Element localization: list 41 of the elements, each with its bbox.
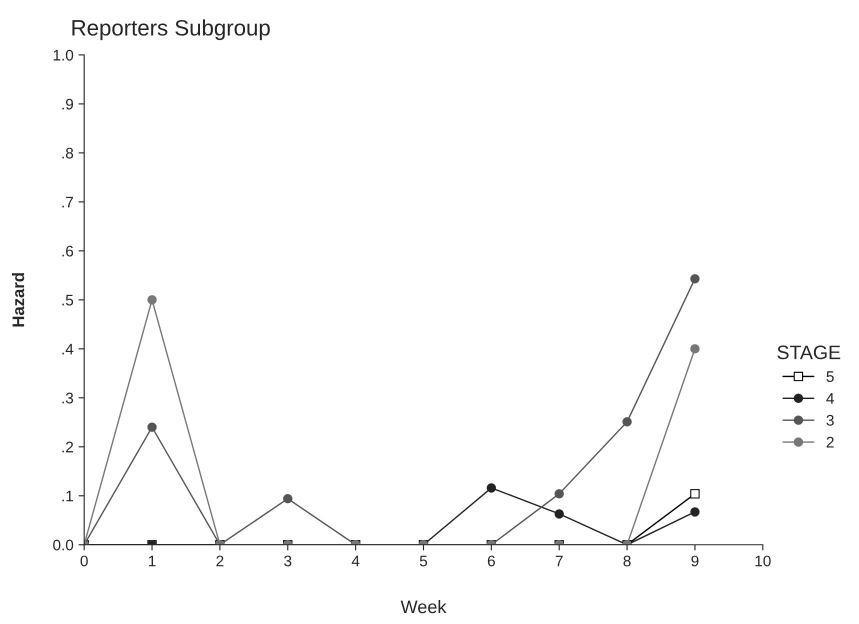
legend-title: STAGE bbox=[777, 345, 840, 360]
legend-label: 2 bbox=[826, 436, 834, 448]
x-tick-label: 3 bbox=[284, 556, 292, 566]
y-tick-label: 1.0 bbox=[54, 50, 74, 61]
x-tick-label: 0 bbox=[80, 556, 88, 566]
x-tick-label: 1 bbox=[148, 556, 156, 566]
point bbox=[622, 417, 632, 426]
legend-label: 5 bbox=[826, 371, 834, 382]
y-axis-title: Hazard bbox=[12, 273, 24, 327]
point bbox=[147, 422, 157, 432]
point bbox=[690, 507, 700, 517]
x-tick-label: 7 bbox=[556, 556, 563, 566]
y-tick-label: .5 bbox=[62, 294, 74, 306]
y-tick-label: .8 bbox=[62, 148, 74, 159]
x-tick-label: 10 bbox=[755, 556, 771, 566]
x-tick-label: 8 bbox=[623, 556, 631, 566]
y-tick-label: 0.0 bbox=[53, 540, 74, 550]
legend-label: 4 bbox=[826, 393, 834, 404]
y-tick-label: .4 bbox=[62, 344, 74, 354]
x-tick-label: 9 bbox=[691, 556, 698, 566]
x-axis-title: Week bbox=[400, 600, 446, 614]
y-tick-label: .9 bbox=[62, 98, 74, 110]
legend-label: 3 bbox=[826, 414, 834, 426]
point bbox=[690, 489, 700, 498]
point bbox=[283, 494, 292, 504]
y-tick-label: .6 bbox=[62, 246, 74, 257]
x-tick-label: 4 bbox=[352, 556, 360, 566]
chart-title: Reporters Subgroup bbox=[72, 19, 270, 40]
point bbox=[690, 344, 700, 354]
point bbox=[554, 509, 564, 519]
x-tick-label: 5 bbox=[420, 556, 428, 566]
y-tick-label: .2 bbox=[62, 442, 73, 452]
x-tick-label: 2 bbox=[216, 556, 224, 566]
y-tick-label: .1 bbox=[62, 490, 74, 502]
y-tick-label: .3 bbox=[62, 392, 74, 404]
point bbox=[147, 295, 157, 305]
x-tick-label: 6 bbox=[488, 556, 495, 566]
point bbox=[486, 483, 496, 493]
y-tick-label: .7 bbox=[62, 196, 73, 208]
point bbox=[690, 274, 700, 284]
point bbox=[554, 489, 564, 498]
